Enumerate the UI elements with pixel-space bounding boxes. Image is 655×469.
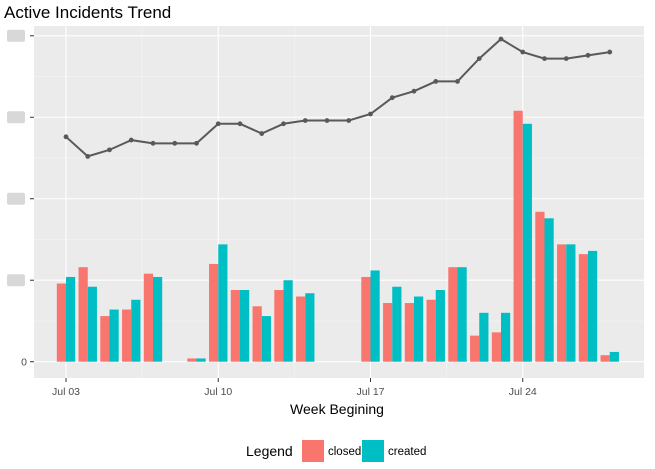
trend-point xyxy=(520,49,526,55)
bar-created xyxy=(153,276,163,362)
trend-point xyxy=(455,79,460,84)
y-tick-label-obscured xyxy=(7,111,25,124)
bar-created xyxy=(414,296,424,362)
x-axis: Jul 03 Jul 10 Jul 17 Jul 24 xyxy=(52,378,537,398)
bar-closed xyxy=(535,211,545,362)
bar-closed xyxy=(578,254,588,362)
bar-closed xyxy=(557,244,567,362)
trend-point xyxy=(542,56,547,61)
x-tick-label: Jul 24 xyxy=(509,386,537,398)
bar-created xyxy=(457,267,467,362)
bar-closed xyxy=(274,290,284,362)
bar-created xyxy=(218,244,228,362)
trend-point xyxy=(563,56,569,61)
bar-created xyxy=(240,290,250,362)
bar-created xyxy=(283,280,293,362)
trend-point xyxy=(281,121,286,127)
trend-point xyxy=(411,88,417,94)
trend-point xyxy=(128,137,134,143)
bar-closed xyxy=(230,290,240,362)
y-tick-label-obscured xyxy=(7,192,25,205)
trend-point xyxy=(368,111,373,117)
trend-point xyxy=(476,56,482,61)
trend-point xyxy=(498,36,504,42)
trend-point xyxy=(63,134,69,140)
bar-created xyxy=(609,351,619,362)
legend-title: Legend xyxy=(246,443,293,459)
trend-point xyxy=(259,131,265,136)
bar-created xyxy=(588,250,598,362)
trend-point xyxy=(302,118,308,123)
bar-closed xyxy=(383,303,393,362)
trend-point xyxy=(346,118,352,123)
bar-created xyxy=(196,358,206,362)
bar-created xyxy=(522,123,532,362)
x-tick-label: Jul 17 xyxy=(356,386,384,398)
trend-point xyxy=(215,121,221,127)
trend-point xyxy=(607,49,613,55)
legend: Legend closed created xyxy=(246,440,426,462)
y-tick-label-obscured xyxy=(7,274,25,287)
bar-created xyxy=(66,276,76,362)
y-axis: 0 xyxy=(7,29,34,369)
bar-created xyxy=(261,316,271,362)
bar-created xyxy=(305,293,315,362)
bar-closed xyxy=(600,355,610,362)
legend-label-closed: closed xyxy=(328,446,361,458)
bar-closed xyxy=(296,296,306,362)
bars xyxy=(56,110,619,362)
trend-point xyxy=(389,95,395,101)
y-tick-label-obscured xyxy=(7,29,25,42)
bar-created xyxy=(87,286,97,362)
bar-created xyxy=(435,290,445,362)
bar-closed xyxy=(209,263,219,362)
bar-created xyxy=(501,312,511,362)
bar-closed xyxy=(56,283,66,362)
bar-closed xyxy=(252,306,262,362)
bar-created xyxy=(392,286,402,362)
bar-closed xyxy=(100,316,110,362)
bar-created xyxy=(544,218,554,362)
x-axis-title: Week Begining xyxy=(290,401,384,417)
bar-created xyxy=(566,244,576,362)
legend-swatch-closed xyxy=(302,440,324,462)
bar-closed xyxy=(513,110,523,362)
y-tick-label: 0 xyxy=(21,357,27,369)
trend-point xyxy=(237,121,243,127)
trend-point xyxy=(172,140,178,146)
bar-closed xyxy=(404,303,414,362)
trend-line-layer xyxy=(63,36,613,159)
x-tick-label: Jul 03 xyxy=(52,386,80,398)
trend-point xyxy=(194,140,199,146)
trend-point xyxy=(585,52,591,58)
bar-closed xyxy=(187,358,197,362)
trend-point xyxy=(85,153,91,159)
bar-created xyxy=(370,270,380,362)
trend-point xyxy=(107,147,112,153)
bar-closed xyxy=(491,332,501,362)
legend-swatch-created xyxy=(362,440,384,462)
bar-closed xyxy=(361,276,371,362)
bar-created xyxy=(109,309,119,362)
bar-closed xyxy=(78,267,88,362)
trend-point xyxy=(150,140,156,146)
trend-line xyxy=(65,37,610,158)
legend-label-created: created xyxy=(388,446,426,458)
bar-created xyxy=(131,299,141,362)
chart-title: Active Incidents Trend xyxy=(4,3,171,22)
trend-point xyxy=(324,118,330,123)
bar-closed xyxy=(448,267,458,362)
bar-closed xyxy=(470,335,480,362)
bar-closed xyxy=(143,273,153,362)
x-tick-label: Jul 10 xyxy=(204,386,232,398)
bar-closed xyxy=(426,299,436,362)
trend-point xyxy=(433,79,439,84)
bar-closed xyxy=(122,309,132,362)
bar-created xyxy=(479,312,489,362)
